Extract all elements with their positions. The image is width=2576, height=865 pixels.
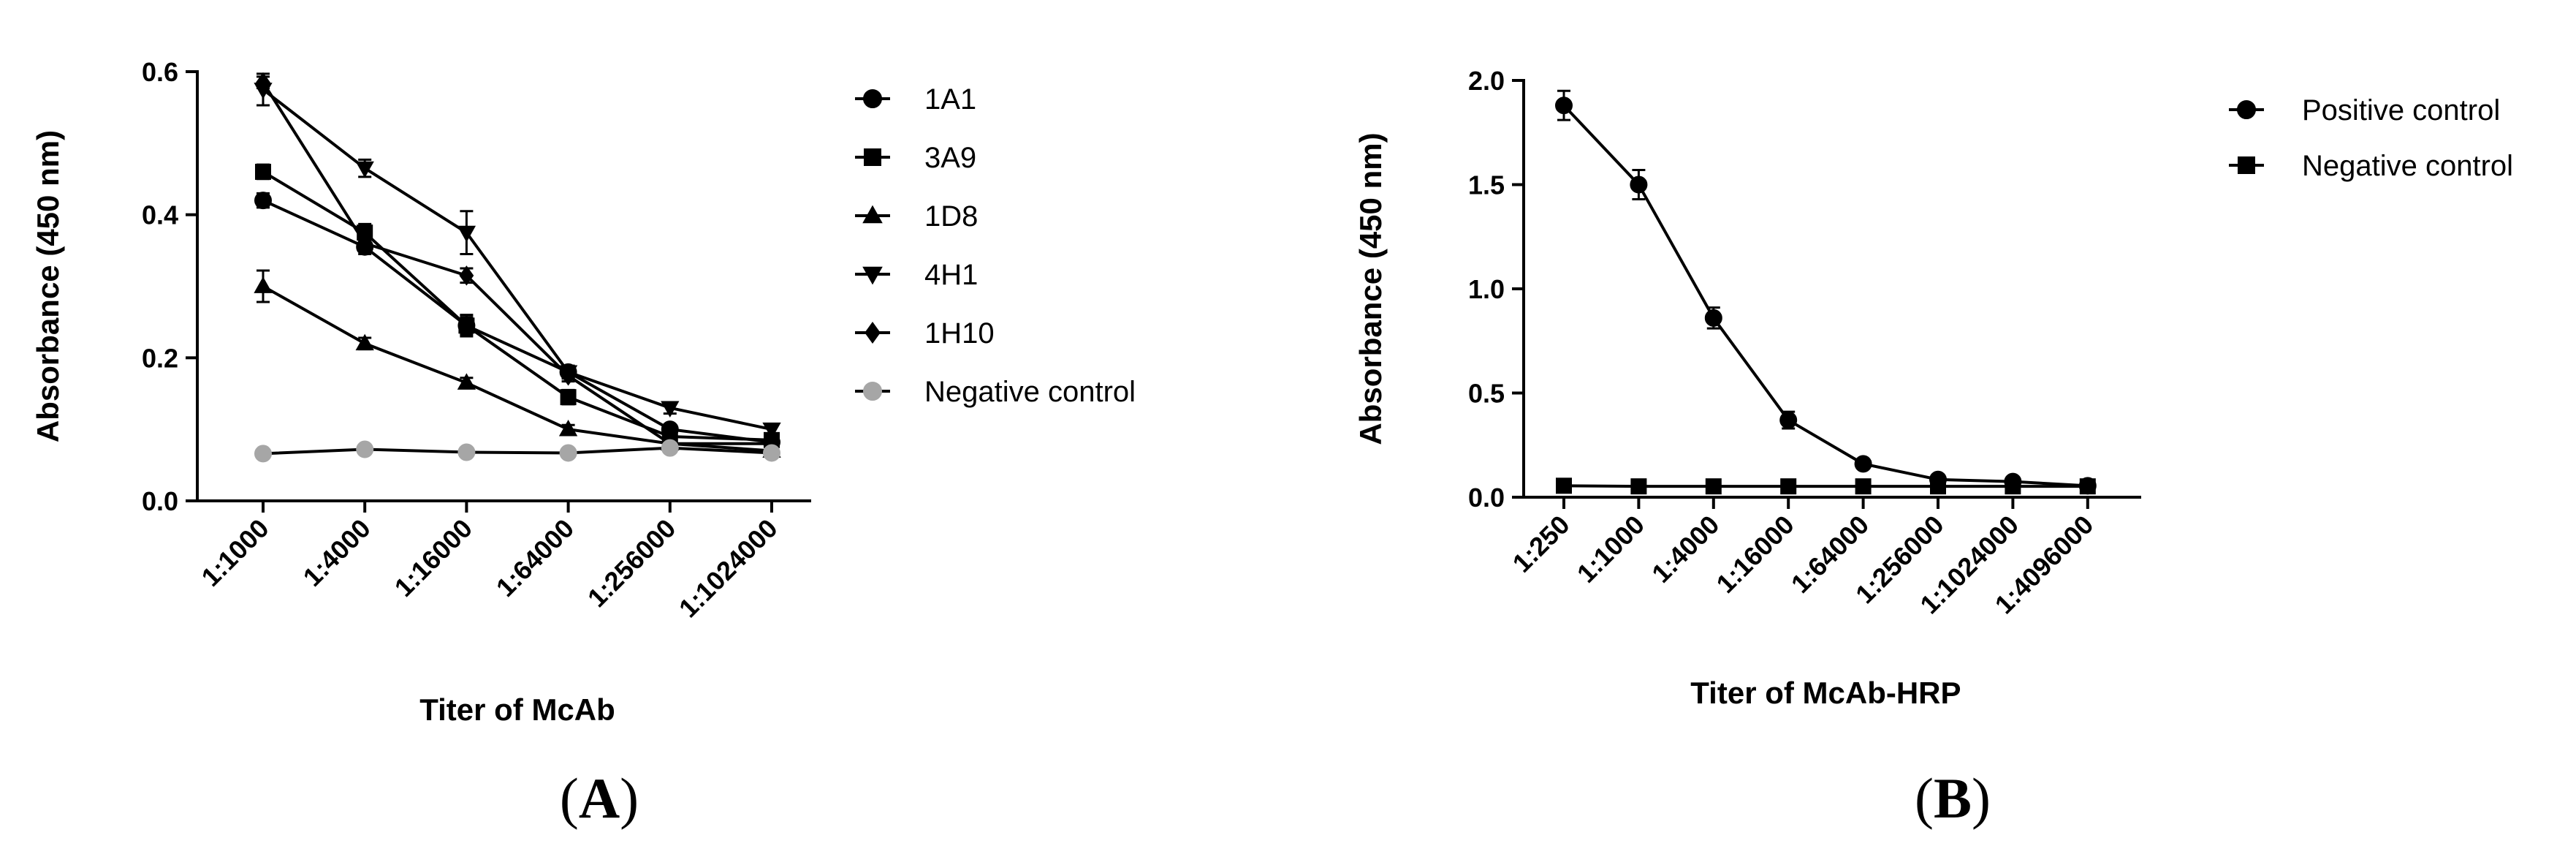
y-tick-label: 0.5	[1468, 379, 1505, 409]
series-negative-control	[254, 439, 780, 463]
chart-panel-b: 0.00.51.01.52.01:2501:10001:40001:160001…	[1353, 66, 2513, 830]
data-point	[1555, 97, 1573, 115]
legend-label: 1H10	[924, 317, 995, 350]
legend-label: Positive control	[2302, 94, 2500, 126]
data-point	[357, 233, 373, 254]
y-axis-title: Absorbance (450 nm)	[1353, 132, 1388, 445]
legend-marker	[862, 266, 883, 285]
x-tick-label: 1:16000	[1710, 510, 1799, 599]
data-point	[457, 373, 476, 390]
legend-marker	[862, 205, 883, 224]
data-point	[2005, 478, 2021, 495]
legend-label: Negative control	[2302, 150, 2513, 182]
legend: Positive control Negative control	[2229, 94, 2513, 182]
series-line	[262, 170, 772, 442]
legend-marker	[863, 89, 882, 108]
data-point	[355, 333, 374, 351]
data-point	[559, 444, 577, 462]
chart-panel-a: 0.00.20.40.61:1000 1:4000 1:16000 1:64000 1:…	[31, 57, 1136, 830]
series-1h10	[256, 72, 779, 454]
data-point	[1930, 478, 1946, 495]
legend: 1A1 3A9 1D8 4H1 1H10 Negative control	[855, 83, 1136, 408]
series-line	[262, 81, 772, 445]
data-point	[1704, 309, 1722, 327]
data-point	[457, 225, 476, 243]
data-point	[558, 419, 578, 437]
legend-label: 4H1	[924, 259, 978, 291]
y-axis-title: Absorbance (450 nm)	[31, 130, 65, 442]
data-point	[459, 265, 474, 286]
data-point	[356, 440, 374, 458]
x-tick-label: 1:256000	[582, 513, 682, 613]
series-line	[262, 446, 772, 456]
data-point	[1630, 478, 1647, 495]
data-point	[763, 444, 780, 462]
series-1d8	[254, 269, 781, 458]
y-tick-label: 1.5	[1468, 170, 1505, 200]
data-point	[1705, 478, 1722, 495]
data-point	[256, 72, 270, 93]
y-tick-label: 0.6	[142, 57, 178, 87]
y-tick-label: 1.0	[1468, 274, 1505, 304]
data-point	[254, 445, 272, 463]
x-axis-title: Titer of McAb	[419, 692, 615, 727]
x-tick-label: 1:1000	[195, 513, 274, 592]
series-1a1	[254, 192, 780, 451]
x-tick-label: 1:1000	[1571, 510, 1650, 589]
data-point	[661, 401, 680, 418]
legend-label: 1A1	[924, 83, 976, 116]
data-point	[1556, 477, 1572, 494]
x-tick-label: 1:250	[1507, 510, 1576, 578]
data-point	[1854, 455, 1872, 473]
x-tick-label: 1:1024000	[673, 513, 783, 624]
legend-marker	[2237, 100, 2256, 119]
series-line	[1562, 104, 2088, 488]
x-tick-label: 1:16000	[389, 513, 478, 603]
legend-label: 1D8	[924, 200, 978, 233]
data-point	[457, 443, 476, 461]
legend-marker	[865, 322, 881, 344]
data-point	[458, 317, 475, 334]
x-tick-label: 1:64000	[490, 513, 580, 603]
data-point	[1780, 478, 1797, 495]
data-point	[762, 422, 781, 439]
legend-label: Negative control	[924, 376, 1136, 408]
series-positive-control	[1555, 89, 2097, 495]
data-point	[254, 192, 272, 210]
data-point	[254, 276, 273, 293]
panel-label: (A)	[560, 766, 639, 830]
y-tick-label: 0.4	[142, 200, 178, 230]
legend-marker	[864, 148, 881, 166]
data-point	[255, 163, 271, 180]
data-point	[560, 389, 577, 406]
y-tick-label: 0.0	[1468, 483, 1505, 513]
data-point	[561, 366, 576, 386]
data-point	[1855, 478, 1872, 495]
series-negative-control	[1556, 477, 2096, 495]
legend-marker	[863, 382, 882, 401]
panel-label: (B)	[1915, 766, 1991, 830]
x-tick-label: 1:4000	[297, 513, 376, 592]
series-line	[262, 88, 772, 431]
data-point	[1630, 175, 1648, 194]
data-point	[1779, 411, 1798, 429]
data-point	[355, 161, 374, 178]
y-tick-label: 0.0	[142, 486, 178, 516]
series-line	[262, 284, 772, 453]
x-axis-title: Titer of McAb-HRP	[1690, 676, 1961, 710]
data-point	[661, 439, 679, 457]
series-4h1	[254, 72, 781, 439]
y-tick-label: 2.0	[1468, 66, 1505, 96]
series-line	[262, 199, 772, 444]
data-point	[2079, 478, 2096, 495]
legend-marker	[2238, 156, 2255, 174]
legend-label: 3A9	[924, 142, 976, 174]
y-tick-label: 0.2	[142, 343, 178, 373]
